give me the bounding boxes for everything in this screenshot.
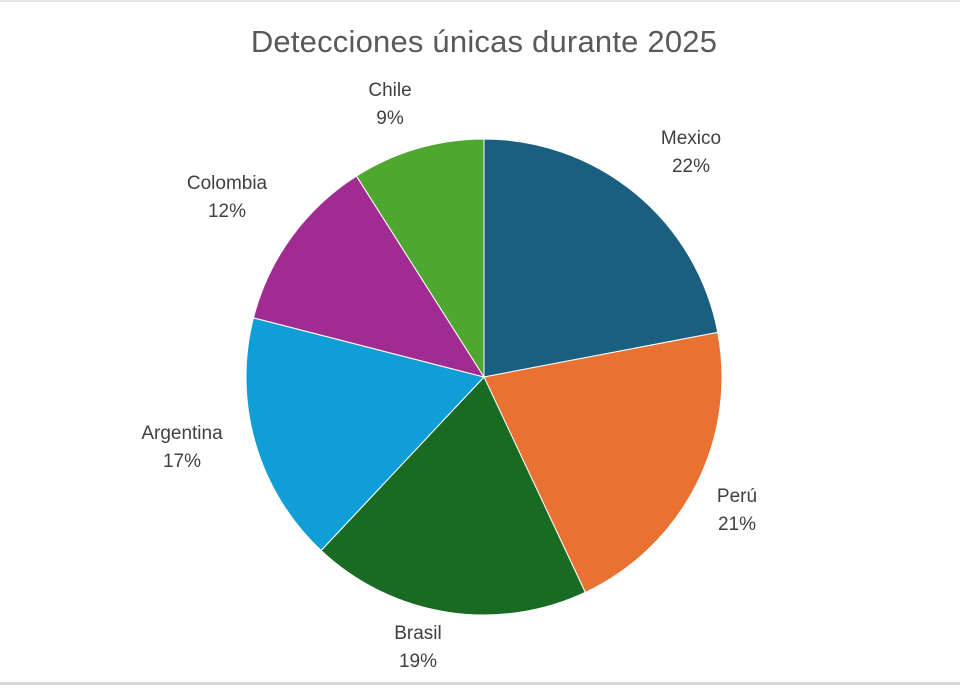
label-name: Mexico	[660, 128, 722, 149]
label-pct: 19%	[398, 651, 438, 672]
data-label-chile: Chile 9%	[368, 77, 411, 133]
label-pct: 17%	[162, 451, 202, 472]
label-pct: 21%	[717, 514, 757, 535]
chart-border-top	[0, 0, 960, 2]
pie-slice-brasil	[320, 376, 587, 616]
label-name: Perú	[716, 486, 758, 507]
label-name: Argentina	[141, 423, 223, 444]
chart-border-bottom	[0, 682, 960, 685]
pie-slice-peru	[483, 331, 723, 594]
data-label-colombia: Colombia 12%	[187, 170, 267, 226]
chart-title: Detecciones únicas durante 2025	[250, 24, 718, 59]
data-label-mexico: Mexico 22%	[661, 125, 721, 181]
data-label-peru: Perú 21%	[717, 483, 757, 539]
data-label-brasil: Brasil 19%	[394, 620, 442, 676]
label-pct: 22%	[671, 156, 711, 177]
label-pct: 9%	[376, 108, 404, 129]
label-name: Chile	[368, 80, 412, 101]
pie-slice-chile	[355, 138, 485, 379]
data-label-argentina: Argentina 17%	[141, 420, 222, 476]
label-name: Brasil	[394, 623, 442, 644]
pie-slice-argentina	[245, 317, 485, 552]
label-pct: 12%	[207, 201, 247, 222]
pie-slice-mexico	[483, 138, 719, 378]
label-name: Colombia	[186, 173, 268, 194]
pie-slice-colombia	[252, 175, 486, 378]
